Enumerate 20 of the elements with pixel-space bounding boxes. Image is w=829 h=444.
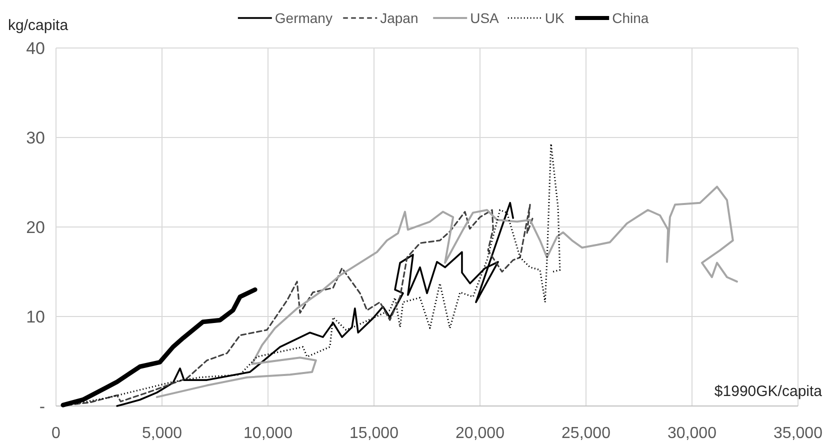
legend-label: Germany: [274, 10, 332, 26]
legend-label: UK: [544, 10, 566, 26]
x-axis-title: $1990GK/capita: [714, 383, 823, 400]
y-tick-label: -: [39, 397, 45, 416]
x-tick-label: 10,000: [244, 425, 293, 442]
y-tick-label: 10: [26, 308, 45, 326]
x-tick-label: 30,000: [668, 425, 717, 442]
y-tick-label: 20: [26, 218, 45, 237]
y-tick-label: 30: [26, 128, 45, 148]
x-tick-label: 0: [52, 425, 61, 442]
x-tick-label: 35,000: [774, 425, 823, 442]
x-tick-label: 15,000: [350, 425, 399, 442]
x-tick-label: 25,000: [562, 425, 611, 442]
legend-label: Japan: [380, 10, 418, 26]
y-tick-label: 40: [26, 39, 45, 58]
legend-label: USA: [470, 10, 500, 26]
y-axis-title: kg/capita: [8, 17, 69, 34]
x-tick-label: 5,000: [142, 425, 182, 442]
x-tick-label: 20,000: [456, 425, 505, 442]
legend-label: China: [612, 10, 649, 26]
